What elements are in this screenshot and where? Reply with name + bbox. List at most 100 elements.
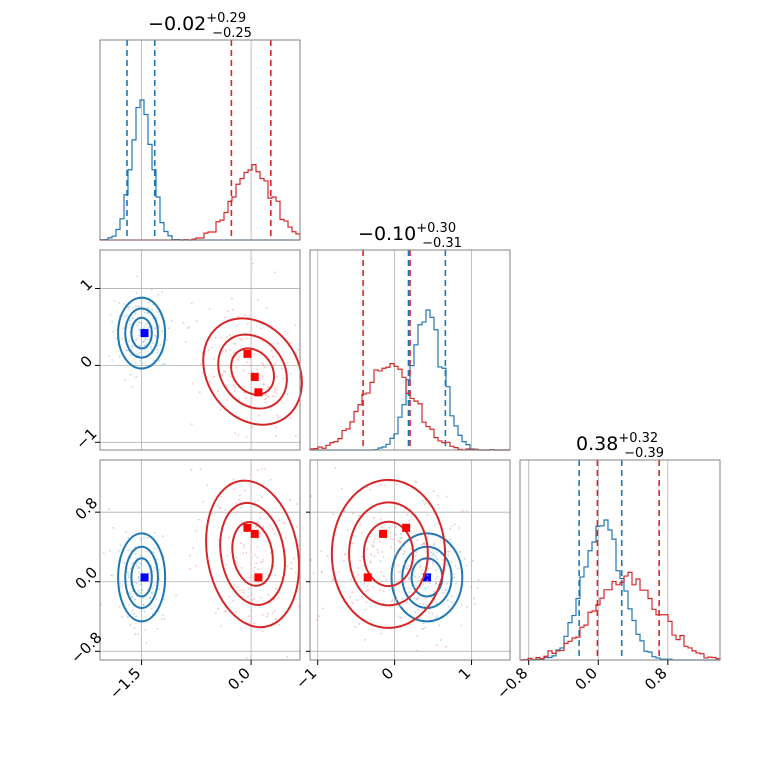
scatter-point	[208, 380, 211, 383]
scatter-point	[459, 550, 461, 553]
scatter-point	[266, 540, 269, 543]
scatter-point	[252, 597, 255, 600]
scatter-point	[406, 568, 409, 570]
scatter-point	[133, 581, 136, 584]
scatter-point	[159, 343, 162, 346]
scatter-point	[214, 336, 217, 339]
scatter-point	[408, 519, 410, 522]
scatter-point	[310, 495, 313, 498]
scatter-point	[145, 642, 148, 644]
scatter-point	[366, 548, 369, 551]
scatter-point	[150, 607, 153, 610]
scatter-point	[290, 567, 293, 570]
scatter-point	[156, 348, 159, 351]
marker-square	[250, 372, 259, 381]
scatter-point	[365, 590, 367, 592]
scatter-point	[259, 532, 262, 534]
scatter-point	[171, 319, 173, 322]
scatter-point	[197, 518, 200, 521]
scatter-point	[182, 321, 185, 324]
scatter-point	[471, 559, 474, 562]
scatter-point	[133, 612, 136, 615]
scatter-point	[153, 584, 155, 587]
scatter-point	[138, 592, 141, 595]
panel-title: −0.02+0.29 −0.25	[148, 11, 252, 41]
scatter-point	[231, 297, 233, 300]
scatter-point	[120, 337, 123, 340]
scatter-point	[422, 603, 425, 606]
contour-outer	[205, 479, 301, 629]
scatter-point	[131, 609, 134, 612]
scatter-point	[397, 615, 400, 618]
scatter-point	[435, 616, 438, 619]
scatter-point	[121, 584, 124, 587]
panel-title-value: 0.38	[576, 433, 618, 455]
scatter-point	[363, 582, 366, 585]
scatter-point	[236, 324, 239, 327]
scatter-point	[245, 436, 248, 439]
scatter-point	[249, 363, 252, 366]
scatter-point	[134, 598, 137, 601]
scatter-point	[232, 478, 235, 481]
scatter-point	[166, 339, 168, 341]
scatter-point	[229, 375, 232, 378]
scatter-point	[261, 614, 264, 616]
scatter-point	[430, 551, 432, 554]
scatter-point	[435, 569, 437, 572]
scatter-point	[126, 314, 128, 317]
scatter-point	[157, 293, 159, 296]
marker-square	[254, 388, 263, 397]
scatter-point	[366, 584, 369, 587]
scatter-point	[408, 577, 411, 580]
panel-background	[520, 460, 720, 660]
scatter-point	[140, 609, 143, 612]
scatter-point	[212, 375, 215, 378]
scatter-point	[419, 566, 422, 568]
scatter-point	[138, 571, 141, 574]
scatter-point	[158, 568, 161, 571]
scatter-point	[237, 434, 240, 436]
scatter-point	[152, 569, 155, 572]
scatter-point	[422, 583, 425, 586]
scatter-point	[256, 368, 259, 371]
scatter-point	[137, 632, 140, 635]
marker-square	[402, 523, 411, 532]
scatter-point	[201, 372, 204, 375]
scatter-point	[125, 530, 128, 533]
scatter-point	[274, 587, 277, 590]
panel-title-minus: −0.25	[212, 26, 252, 41]
scatter-point	[144, 628, 147, 631]
scatter-point	[233, 351, 236, 354]
marker-square	[363, 573, 372, 582]
scatter-point	[226, 310, 229, 312]
scatter-point	[186, 327, 189, 330]
scatter-point	[294, 324, 297, 326]
scatter-point	[326, 554, 329, 557]
scatter-point	[422, 622, 425, 625]
scatter-point	[194, 529, 197, 532]
density-panel-2-1	[310, 467, 480, 652]
scatter-point	[447, 550, 449, 553]
scatter-point	[276, 375, 279, 378]
scatter-point	[151, 308, 154, 311]
scatter-point	[164, 362, 166, 365]
scatter-point	[295, 435, 297, 438]
scatter-point	[234, 342, 237, 345]
scatter-point	[217, 608, 219, 610]
scatter-point	[150, 288, 153, 291]
scatter-point	[140, 354, 143, 357]
scatter-point	[275, 414, 278, 417]
scatter-point	[245, 397, 247, 400]
scatter-point	[371, 544, 373, 547]
scatter-point	[436, 576, 439, 579]
scatter-point	[151, 591, 153, 594]
scatter-point	[381, 526, 384, 529]
scatter-point	[155, 315, 157, 318]
scatter-point	[458, 527, 460, 529]
scatter-point	[235, 556, 238, 559]
scatter-point	[260, 467, 263, 470]
scatter-point	[320, 571, 323, 574]
scatter-point	[135, 564, 138, 567]
scatter-point	[134, 633, 137, 636]
scatter-point	[466, 510, 468, 513]
